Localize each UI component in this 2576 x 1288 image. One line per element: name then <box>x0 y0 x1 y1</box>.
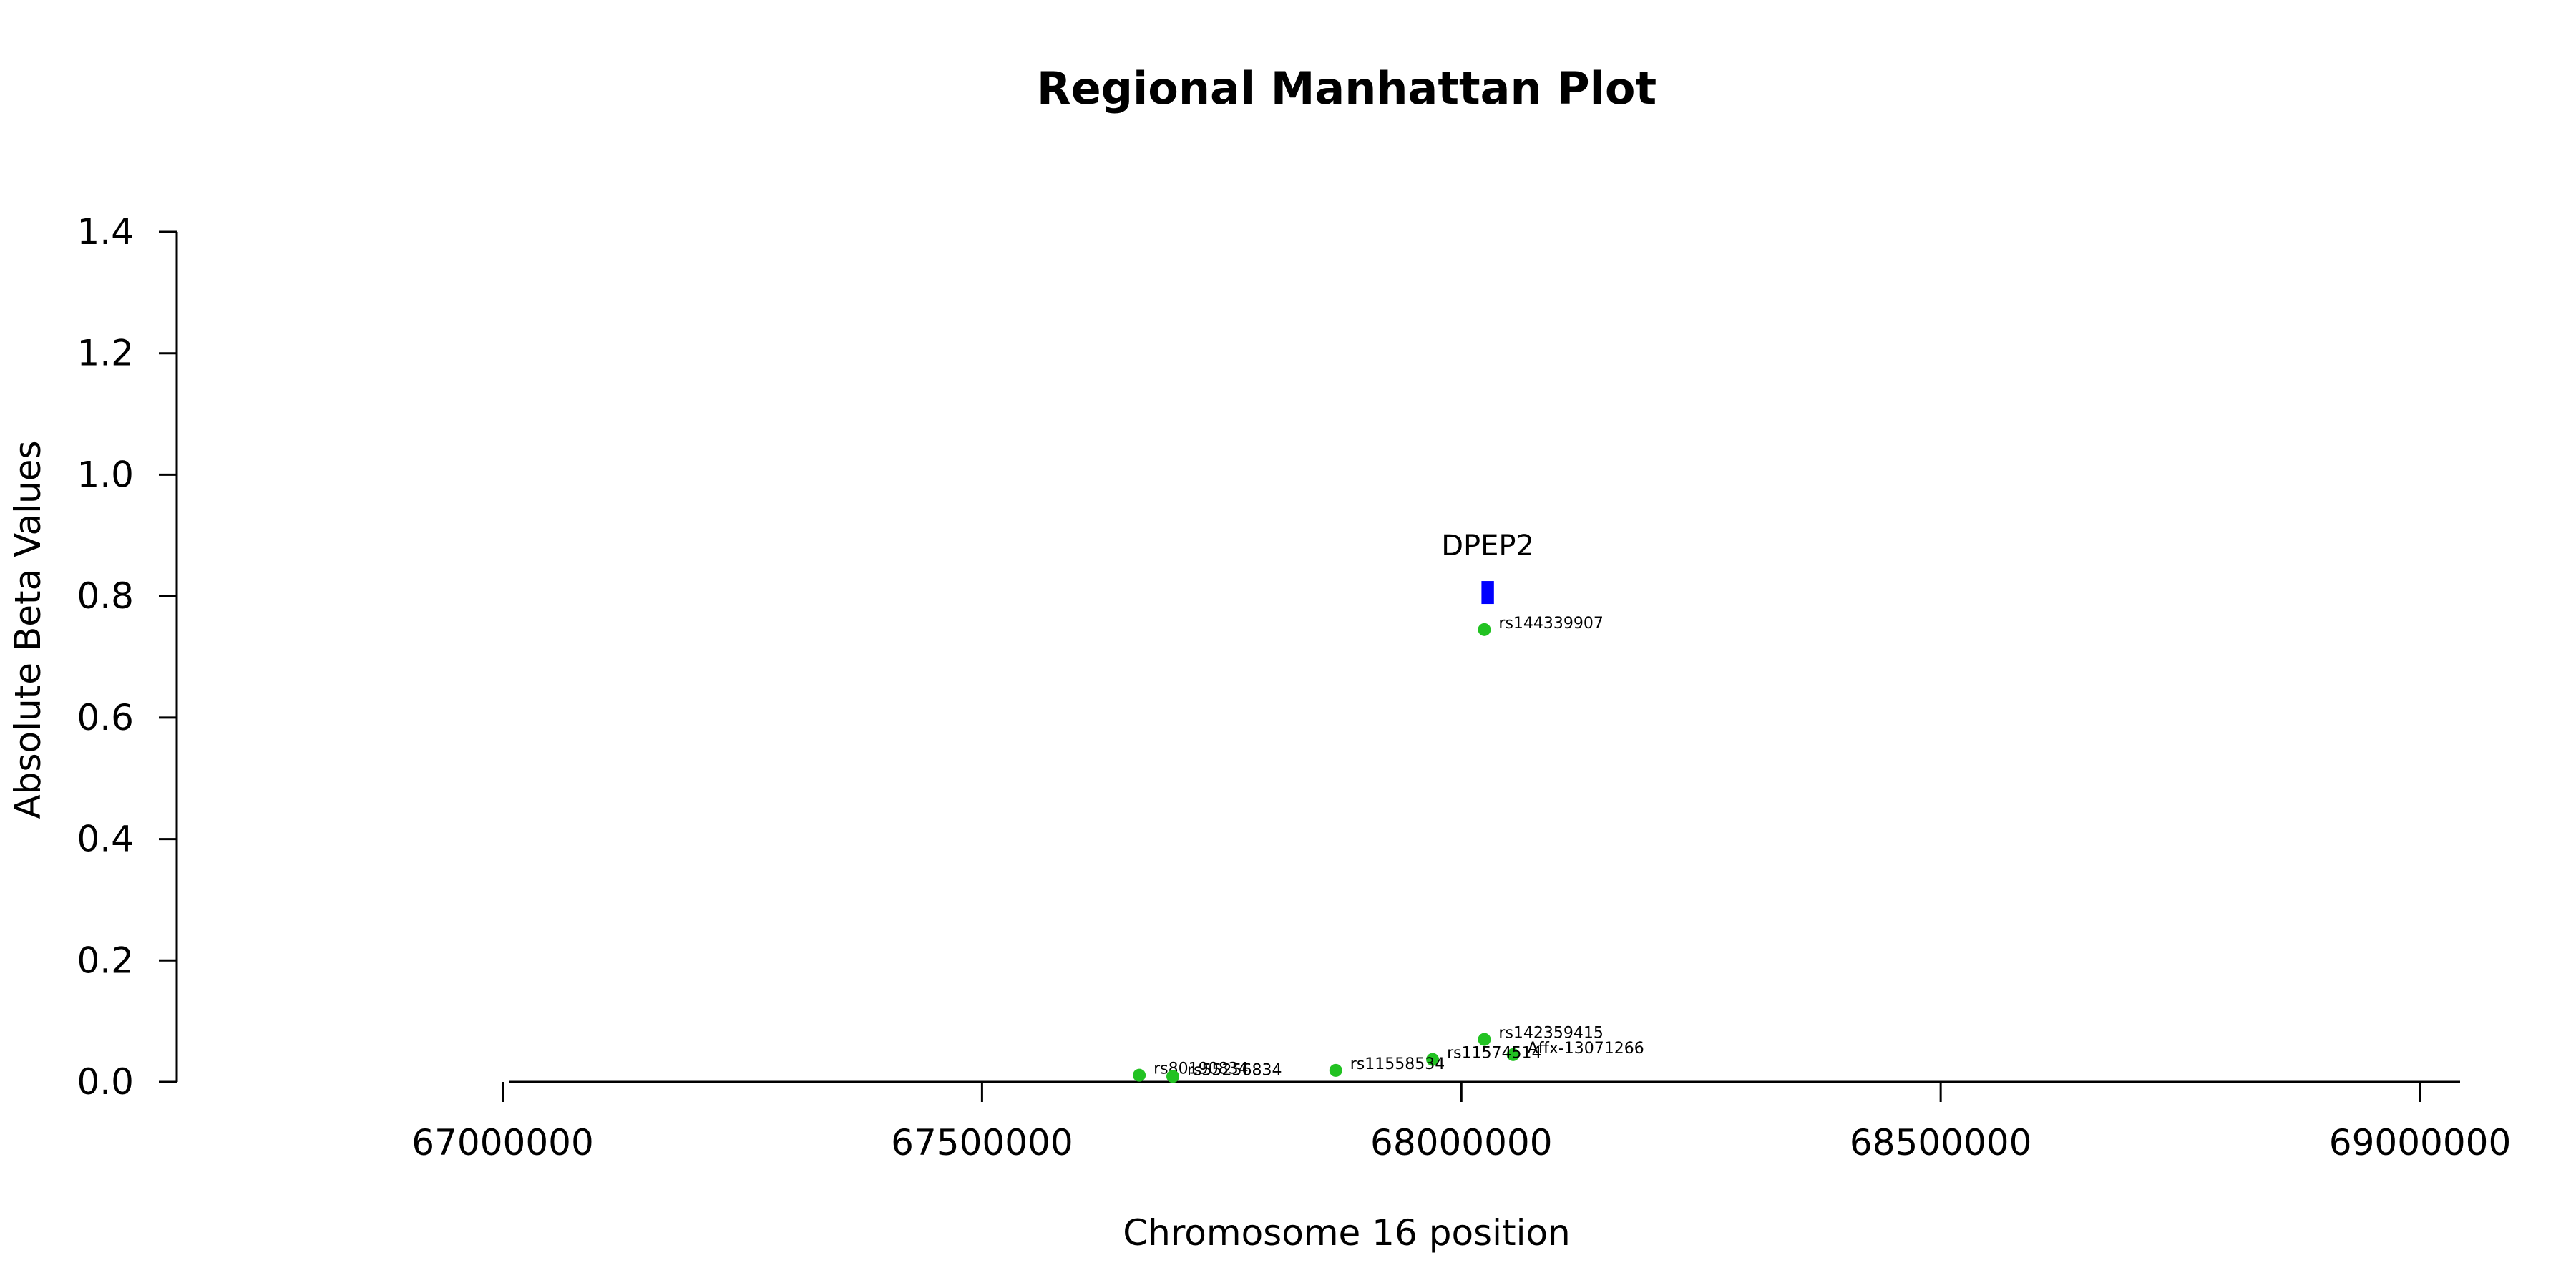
y-tick-label: 0.6 <box>77 697 134 738</box>
gene-label: DPEP2 <box>1441 530 1534 562</box>
snp-point <box>1478 623 1491 636</box>
x-tick-label: 67500000 <box>891 1122 1073 1163</box>
snp-label: rs11574514 <box>1447 1045 1541 1063</box>
y-axis: 0.0 0.2 0.4 0.6 0.8 1.0 1.2 1.4 <box>77 211 178 1103</box>
snp-point <box>1166 1070 1180 1083</box>
y-tick-label: 1.4 <box>77 211 134 253</box>
x-tick-label: 67000000 <box>411 1122 594 1163</box>
x-tick-label: 68000000 <box>1370 1122 1553 1163</box>
y-tick-label: 1.0 <box>77 454 134 495</box>
x-axis-label: Chromosome 16 position <box>1123 1212 1571 1254</box>
y-tick-label: 0.8 <box>77 575 134 617</box>
gene-marker <box>1481 581 1494 605</box>
snp-point <box>1478 1033 1491 1046</box>
snp-label: rs144339907 <box>1498 615 1603 633</box>
snp-point <box>1426 1053 1440 1066</box>
snp-label: rs55256834 <box>1187 1061 1282 1079</box>
x-tick-label: 68500000 <box>1850 1122 2032 1163</box>
y-tick-label: 1.2 <box>77 333 134 374</box>
chart-title: Regional Manhattan Plot <box>1037 62 1657 114</box>
snp-layer: rs144339907rs142359415Affx-13071266rs115… <box>1133 615 1644 1083</box>
gene-layer: DPEP2 <box>1441 530 1534 605</box>
y-axis-label: Absolute Beta Values <box>7 441 49 819</box>
snp-point <box>1133 1068 1146 1082</box>
snp-label: rs11558534 <box>1350 1055 1445 1073</box>
y-tick-label: 0.4 <box>77 819 134 860</box>
y-tick-label: 0.0 <box>77 1061 134 1103</box>
x-tick-label: 69000000 <box>2329 1122 2512 1163</box>
snp-label: rs142359415 <box>1498 1025 1603 1043</box>
snp-point <box>1506 1048 1520 1061</box>
snp-label: Affx-13071266 <box>1528 1040 1644 1058</box>
snp-point <box>1329 1063 1342 1077</box>
y-tick-label: 0.2 <box>77 940 134 981</box>
x-axis: 67000000 67500000 68000000 68500000 69000000 <box>411 1080 2512 1163</box>
